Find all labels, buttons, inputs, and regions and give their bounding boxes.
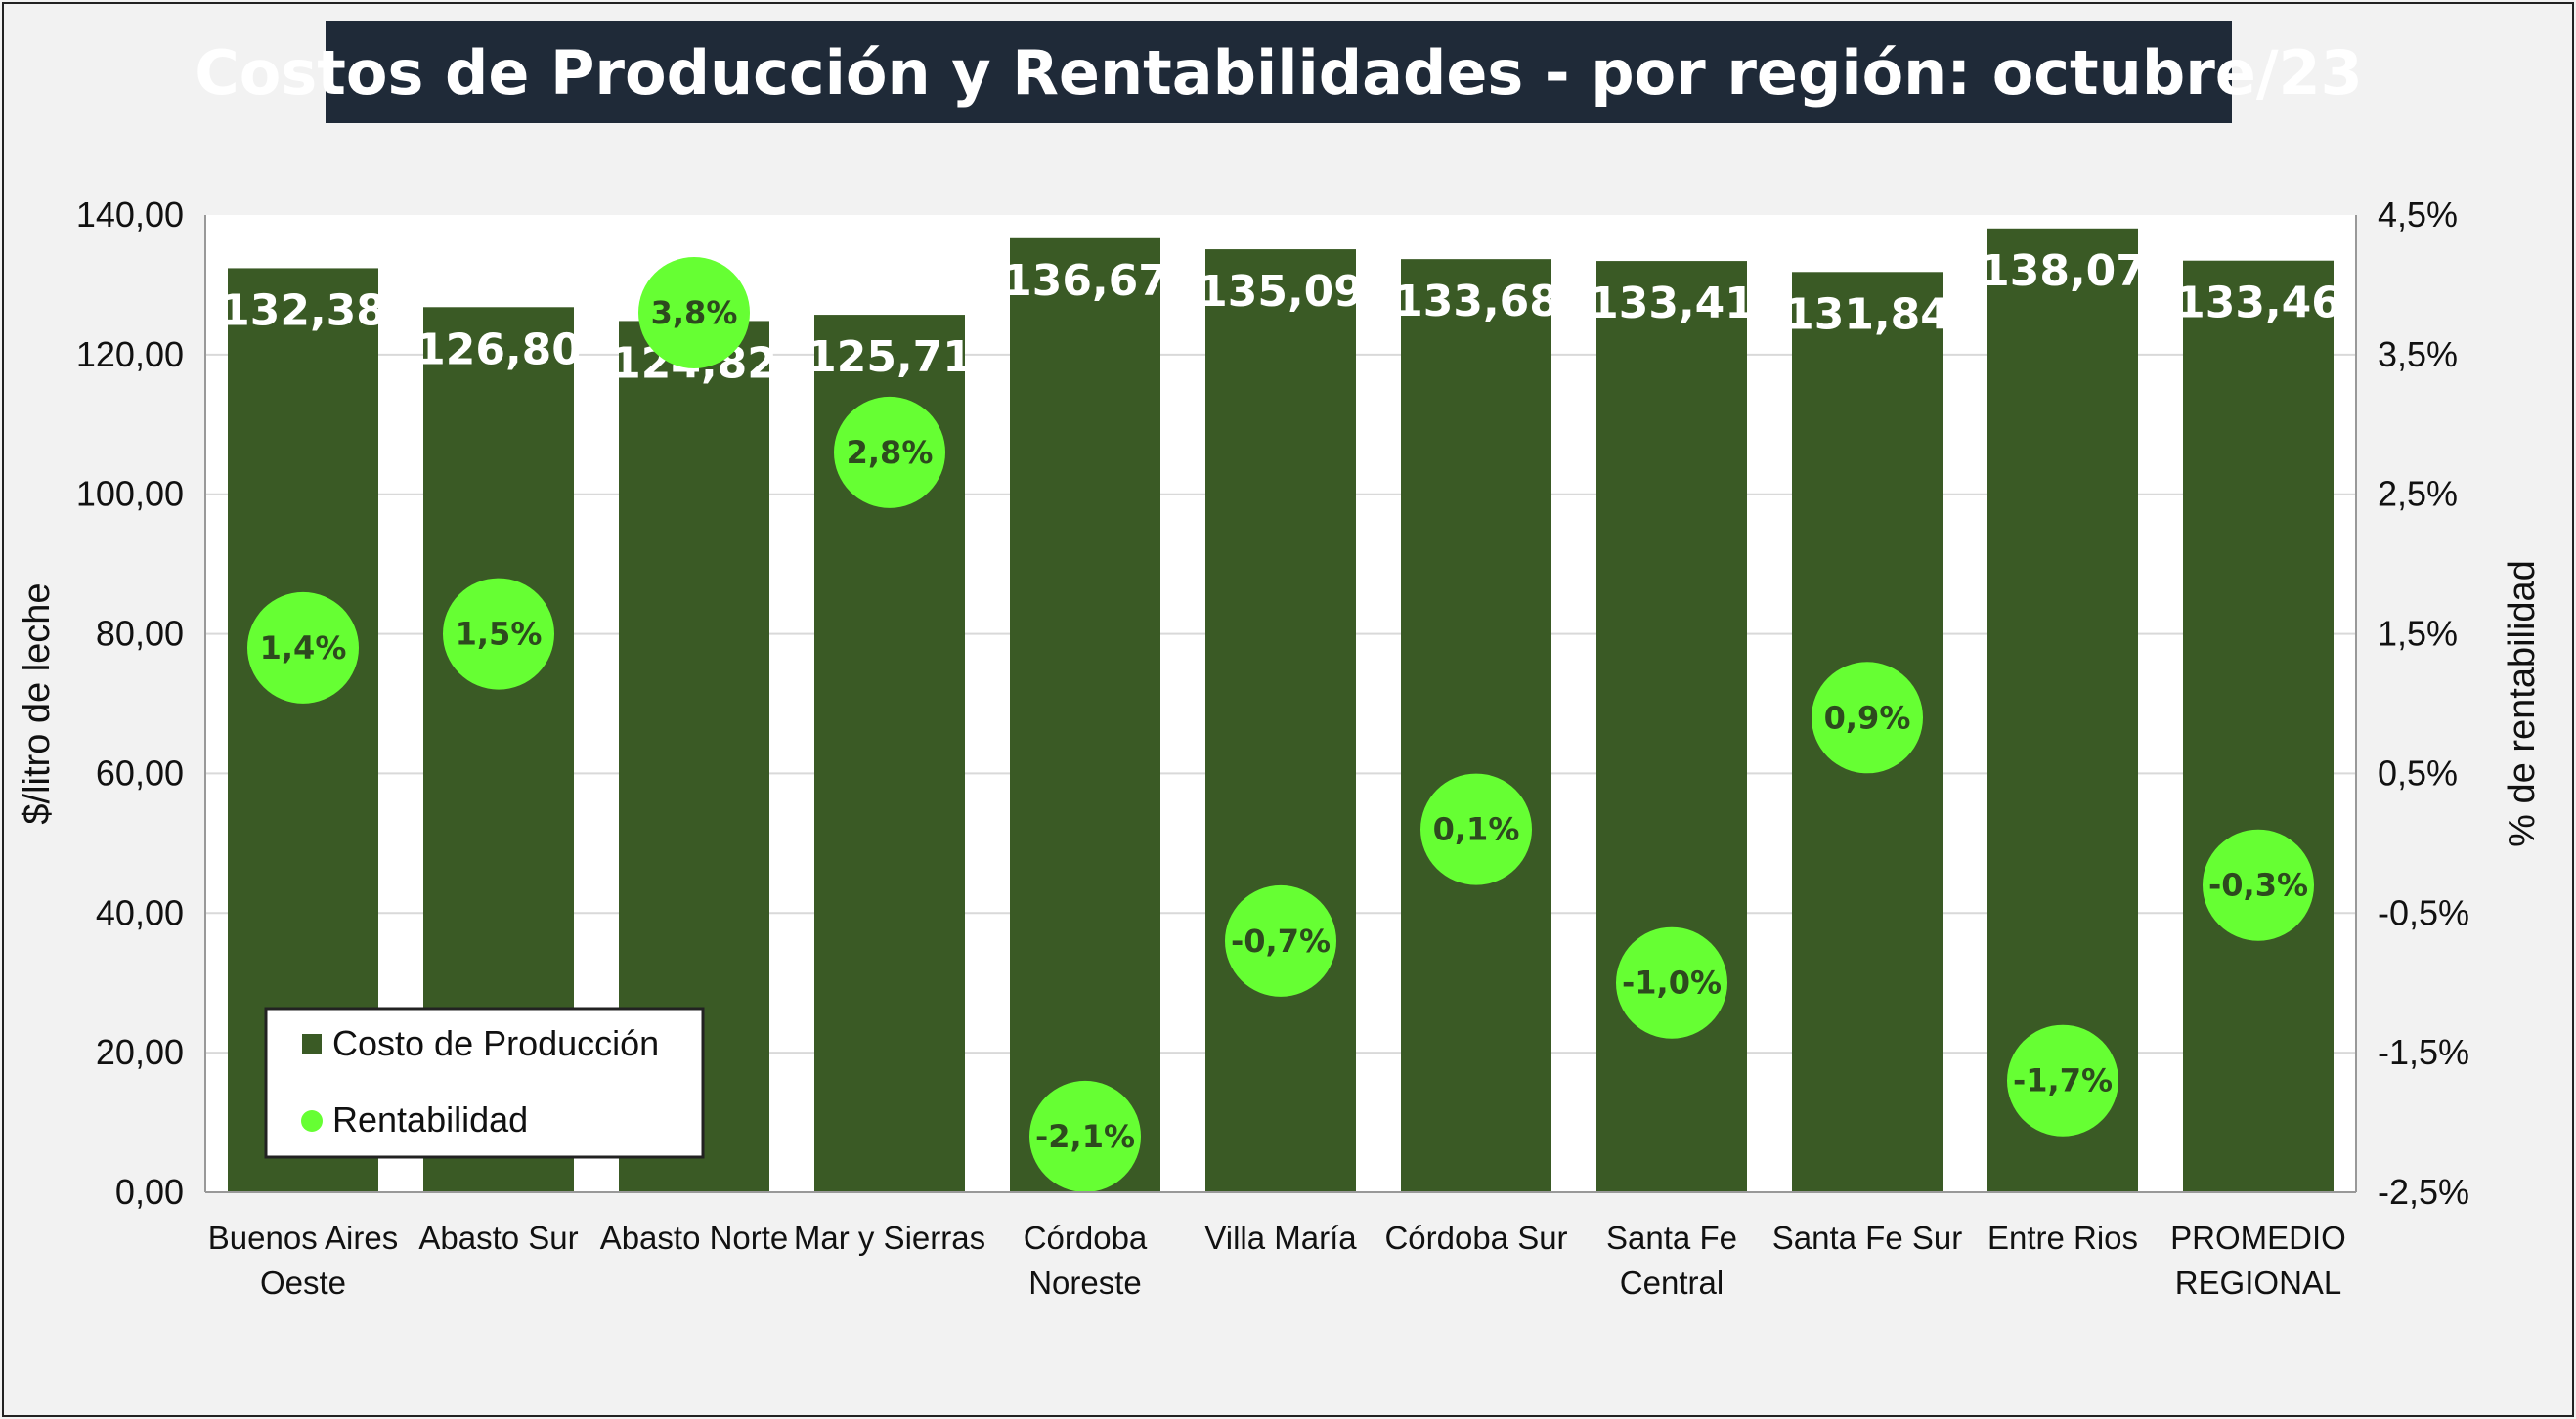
y-tick-label: 60,00 [96, 752, 184, 793]
x-category-label: Santa Fe Sur [1772, 1220, 1962, 1256]
x-category-label: Mar y Sierras [794, 1220, 985, 1256]
rentabilidad-dot [1029, 1080, 1141, 1192]
dot-value-label: -1,0% [1622, 965, 1722, 1002]
y2-axis-title: % de rentabilidad [2502, 560, 2543, 847]
x-category-label: Abasto Norte [600, 1220, 789, 1256]
y-axis-ticks: 0,00 20,00 40,00 60,00 80,00 100,00 120,00 140,… [76, 194, 184, 1212]
x-category-label: Buenos Aires [208, 1220, 398, 1256]
x-category-label: Córdoba Sur [1384, 1220, 1567, 1256]
bar-value-label: 132,38 [220, 285, 386, 335]
rentabilidad-dot [1420, 773, 1532, 885]
y2-tick-label: -0,5% [2378, 892, 2469, 932]
dot-value-label: 2,8% [847, 434, 934, 471]
dot-value-label: 3,8% [651, 294, 738, 331]
dots-group: 1,4% 1,5% 3,8% 2,8% -2,1% -0,7% 0,1% -1,0% 0,9% -… [247, 257, 2314, 1192]
dot-value-label: 0,1% [1433, 811, 1520, 848]
bar-value-label: 138,07 [1980, 246, 2146, 296]
x-category-label: Villa María [1204, 1220, 1357, 1256]
bar-value-label: 126,80 [415, 324, 582, 374]
dot-value-label: -0,3% [2208, 867, 2308, 904]
bar-value-label: 131,84 [1784, 289, 1950, 339]
y-tick-label: 0,00 [115, 1172, 184, 1212]
bar-value-label: 133,41 [1589, 279, 1755, 328]
bar-value-label: 135,09 [1198, 267, 1364, 317]
x-category-label: PROMEDIO [2170, 1220, 2346, 1256]
bar-value-label: 133,46 [2175, 279, 2341, 328]
bar-value-label: 133,68 [1393, 277, 1559, 326]
chart-title: Costos de Producción y Rentabilidades - … [195, 22, 2363, 123]
y2-tick-label: 3,5% [2378, 334, 2458, 374]
y-tick-label: 100,00 [76, 474, 184, 514]
y2-tick-label: 2,5% [2378, 474, 2458, 514]
legend-bar-label: Costo de Producción [332, 1023, 659, 1063]
y2-tick-label: -2,5% [2378, 1172, 2469, 1212]
rentabilidad-dot [443, 578, 554, 690]
bar-value-label: 125,71 [807, 332, 973, 382]
x-category-label: Santa Fe [1606, 1220, 1737, 1256]
bar [1401, 259, 1551, 1193]
dot-value-label: -1,7% [2013, 1062, 2113, 1099]
y-axis-title: $/litro de leche [17, 582, 58, 824]
x-category-label: Entre Rios [1987, 1220, 2138, 1256]
dot-value-label: 0,9% [1824, 699, 1911, 736]
x-category-label: Oeste [260, 1265, 346, 1301]
legend-dot-swatch [301, 1110, 323, 1132]
rentabilidad-dot [638, 257, 750, 368]
y2-tick-label: 0,5% [2378, 752, 2458, 793]
dot-value-label: 1,5% [456, 616, 543, 653]
bars-group: 132,38126,80124,82125,71136,67135,09133,… [220, 228, 2341, 1193]
rentabilidad-dot [1616, 926, 1727, 1039]
bar-value-label: 136,67 [1002, 256, 1168, 306]
x-category-label: Noreste [1028, 1265, 1142, 1301]
x-category-label: Córdoba [1024, 1220, 1148, 1256]
x-category-label: Abasto Sur [418, 1220, 578, 1256]
y-tick-label: 80,00 [96, 614, 184, 654]
x-category-label: REGIONAL [2175, 1265, 2342, 1301]
bar [1010, 237, 1160, 1193]
legend-bar-swatch [302, 1034, 322, 1054]
x-category-label: Central [1620, 1265, 1724, 1301]
y2-axis-ticks: -2,5% -1,5% -0,5% 0,5% 1,5% 2,5% 3,5% 4,5% [2378, 194, 2469, 1212]
legend: Costo de Producción Rentabilidad [264, 1007, 705, 1159]
bar [1205, 249, 1356, 1193]
y2-tick-label: -1,5% [2378, 1032, 2469, 1072]
dot-value-label: -2,1% [1035, 1118, 1135, 1155]
rentabilidad-dot [1225, 884, 1336, 997]
x-axis-categories: Buenos Aires Oeste Abasto Sur Abasto Norte M… [208, 1220, 2346, 1301]
y2-tick-label: 4,5% [2378, 194, 2458, 235]
y-tick-label: 20,00 [96, 1032, 184, 1072]
y2-tick-label: 1,5% [2378, 614, 2458, 654]
legend-box [264, 1007, 705, 1159]
y-tick-label: 120,00 [76, 334, 184, 374]
y-tick-label: 40,00 [96, 892, 184, 932]
rentabilidad-dot [2007, 1024, 2118, 1137]
legend-dot-label: Rentabilidad [332, 1099, 528, 1140]
bar [2183, 260, 2334, 1192]
rentabilidad-dot [834, 396, 945, 508]
rentabilidad-dot [247, 591, 359, 704]
dot-value-label: 1,4% [260, 629, 347, 666]
rentabilidad-dot [2203, 829, 2314, 941]
y-tick-label: 140,00 [76, 194, 184, 235]
rentabilidad-dot [1812, 662, 1923, 774]
bar [1596, 261, 1747, 1193]
dot-value-label: -0,7% [1231, 923, 1331, 960]
